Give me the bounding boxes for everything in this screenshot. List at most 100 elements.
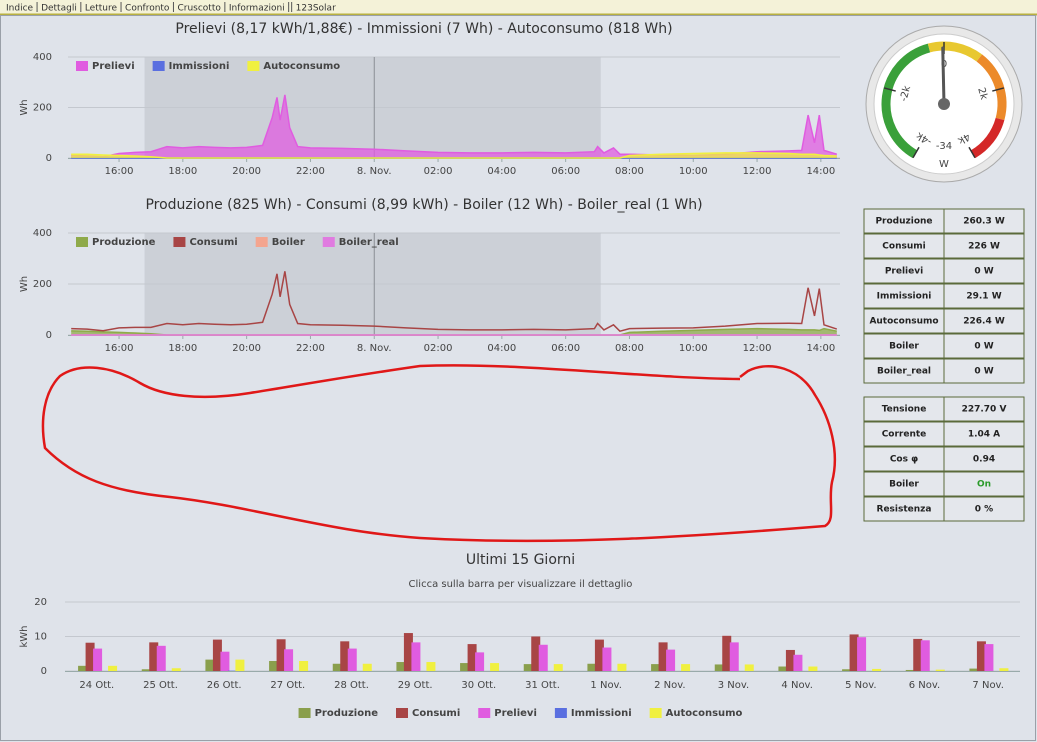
bar[interactable] xyxy=(362,663,372,671)
bar[interactable] xyxy=(426,662,436,671)
bar[interactable] xyxy=(156,645,166,671)
bar[interactable] xyxy=(531,636,541,672)
bar[interactable] xyxy=(714,664,724,671)
legend-label: Produzione xyxy=(315,708,379,719)
bar[interactable] xyxy=(284,649,294,671)
nav-link[interactable]: Informazioni xyxy=(229,4,285,14)
bar[interactable] xyxy=(460,663,470,671)
bar[interactable] xyxy=(396,662,406,671)
table-cell xyxy=(943,258,1025,284)
x-tick-label: 20:00 xyxy=(232,166,261,177)
bar[interactable] xyxy=(935,669,945,671)
bar[interactable] xyxy=(976,641,986,671)
bar[interactable] xyxy=(276,639,286,671)
table-cell xyxy=(863,233,945,259)
bar[interactable] xyxy=(594,639,604,671)
bar[interactable] xyxy=(658,642,668,671)
bar[interactable] xyxy=(984,644,994,671)
x-tick-label: 30 Ott. xyxy=(461,680,496,691)
y-axis-label: Wh xyxy=(19,276,30,292)
x-tick-label: 06:00 xyxy=(551,166,580,177)
bar[interactable] xyxy=(85,642,95,671)
legend-label: Consumi xyxy=(189,237,237,248)
bar[interactable] xyxy=(666,649,676,671)
bar[interactable] xyxy=(269,660,279,671)
bar[interactable] xyxy=(227,670,237,672)
bar[interactable] xyxy=(78,665,88,671)
bar[interactable] xyxy=(999,668,1009,671)
bar[interactable] xyxy=(467,644,477,671)
bar[interactable] xyxy=(722,635,732,671)
bar[interactable] xyxy=(171,668,181,671)
nav-link[interactable]: Confronto xyxy=(125,4,170,14)
x-tick-label: 25 Ott. xyxy=(143,680,178,691)
bar[interactable] xyxy=(205,659,215,671)
bar[interactable] xyxy=(490,663,500,671)
nav-link[interactable]: Cruscotto xyxy=(177,4,221,14)
bar[interactable] xyxy=(808,666,818,671)
bar[interactable] xyxy=(969,668,979,671)
bar[interactable] xyxy=(475,652,485,671)
bar[interactable] xyxy=(920,640,930,671)
bar[interactable] xyxy=(411,642,421,671)
bar[interactable] xyxy=(681,664,691,671)
nav-link[interactable]: 123Solar xyxy=(296,4,336,14)
bar[interactable] xyxy=(617,663,627,671)
bar[interactable] xyxy=(332,663,342,671)
x-tick-label: 04:00 xyxy=(487,343,516,354)
bar[interactable] xyxy=(729,642,739,671)
bar[interactable] xyxy=(913,638,923,671)
bar[interactable] xyxy=(872,668,882,671)
bar[interactable] xyxy=(785,649,795,671)
gauge-tick xyxy=(912,146,920,159)
bar[interactable] xyxy=(347,648,357,671)
y-tick-label: 10 xyxy=(34,632,47,643)
gauge-tick-label: -2k xyxy=(898,85,913,103)
bar[interactable] xyxy=(793,654,803,671)
gauge-hub xyxy=(938,98,950,110)
bar[interactable] xyxy=(340,641,350,671)
x-tick-label: 16:00 xyxy=(105,343,134,354)
x-tick-label: 7 Nov. xyxy=(972,680,1003,691)
nav-link[interactable]: Dettagli xyxy=(41,4,77,14)
bar[interactable] xyxy=(553,664,563,671)
bar[interactable] xyxy=(905,669,915,671)
table-cell xyxy=(863,258,945,284)
bar[interactable] xyxy=(651,664,661,671)
bar[interactable] xyxy=(778,666,788,671)
bar[interactable] xyxy=(212,639,222,671)
x-tick-label: 4 Nov. xyxy=(781,680,812,691)
bar[interactable] xyxy=(523,664,533,671)
gauge-band xyxy=(881,43,931,159)
legend-label: Boiler_real xyxy=(339,237,399,248)
nav-link[interactable]: Indice xyxy=(6,4,34,14)
bar[interactable] xyxy=(842,669,852,671)
x-tick-label: 18:00 xyxy=(168,343,197,354)
bar[interactable] xyxy=(538,644,548,671)
bar[interactable] xyxy=(849,634,859,671)
bar[interactable] xyxy=(108,665,118,671)
y-tick-label: 0 xyxy=(46,153,52,164)
table-cell xyxy=(943,471,1025,497)
bar[interactable] xyxy=(235,659,245,671)
bar[interactable] xyxy=(93,648,103,671)
bar[interactable] xyxy=(857,637,867,671)
bar[interactable] xyxy=(587,663,597,671)
x-tick-label: 02:00 xyxy=(424,166,453,177)
bar[interactable] xyxy=(149,642,159,671)
table-label: Immissioni xyxy=(877,292,932,302)
nav-link[interactable]: Letture xyxy=(85,4,118,14)
table-value: On xyxy=(977,480,991,490)
chart-title: Ultimi 15 Giorni xyxy=(466,552,575,568)
bar[interactable] xyxy=(299,660,309,671)
bar[interactable] xyxy=(141,669,151,671)
bar[interactable] xyxy=(403,633,413,671)
bar[interactable] xyxy=(602,647,612,671)
table-value: 0 W xyxy=(974,267,993,277)
legend-swatch xyxy=(649,708,662,718)
x-tick-label: 3 Nov. xyxy=(718,680,749,691)
table-cell xyxy=(863,471,945,497)
bar[interactable] xyxy=(220,651,230,671)
bar[interactable] xyxy=(744,664,754,671)
